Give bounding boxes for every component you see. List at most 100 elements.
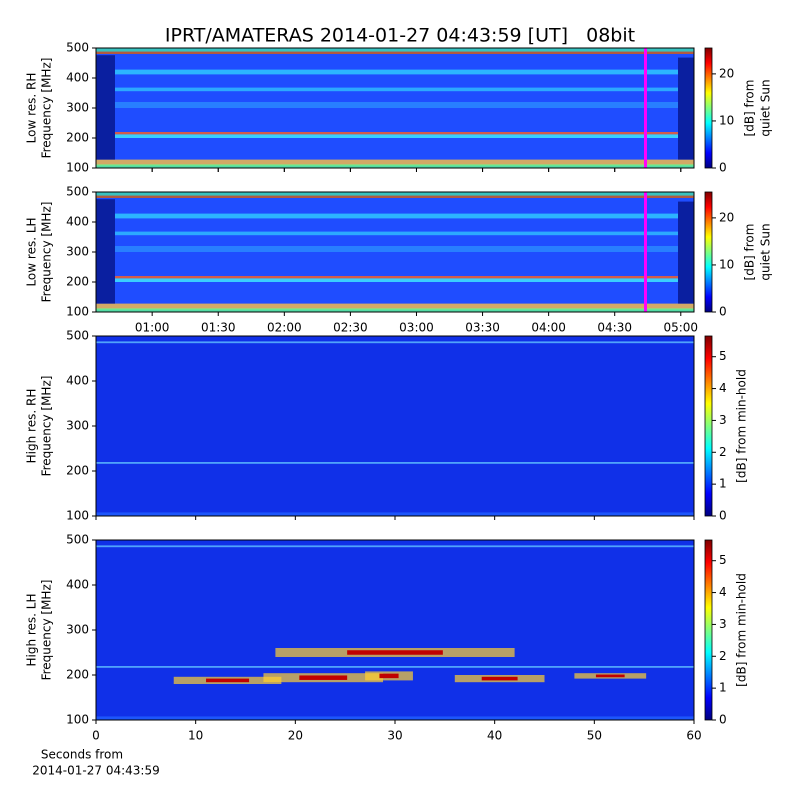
colorbar-tick-label: 1 (719, 681, 727, 695)
spectrogram-band (96, 545, 694, 548)
y-tick-label: 200 (66, 668, 89, 682)
colorbar-label: [dB] from min-hold (735, 369, 749, 483)
x-tick-label: 40 (487, 729, 502, 743)
x-tick-label: 04:30 (597, 321, 632, 335)
spectrogram-band (96, 164, 694, 168)
y-axis-label: High res. RH (25, 389, 39, 464)
colorbar-tick-label: 1 (719, 477, 727, 491)
spectrogram-band (96, 462, 694, 464)
spectrogram-band (96, 308, 694, 312)
burst-core (481, 676, 518, 681)
spectrogram-band (96, 195, 694, 198)
colorbar-tick-label: 4 (719, 585, 727, 599)
spectrogram-band (96, 102, 694, 108)
colorbar (704, 191, 713, 313)
colorbar-label: [dB] from min-hold (735, 573, 749, 687)
data-gap (678, 201, 694, 304)
colorbar-tick-label: 2 (719, 649, 727, 663)
y-tick-label: 500 (66, 185, 89, 199)
figure-title: IPRT/AMATERAS 2014-01-27 04:43:59 [UT] 0… (165, 25, 635, 47)
colorbar-tick-label: 10 (719, 257, 734, 271)
y-axis-label: Frequency [MHz] (40, 580, 54, 681)
y-tick-label: 200 (66, 275, 89, 289)
colorbar-label: quiet Sun (759, 79, 773, 136)
burst-core (299, 675, 348, 680)
spectrogram-band (96, 192, 694, 198)
colorbar-label: [dB] from (743, 80, 757, 137)
spectrogram-band (96, 48, 694, 54)
colorbar-tick-label: 0 (719, 509, 727, 523)
burst-core (206, 678, 250, 683)
y-tick-label: 200 (66, 464, 89, 478)
spectrogram-band (96, 231, 694, 236)
spectrogram-band (96, 341, 694, 344)
burst-core (347, 650, 443, 655)
colorbar (704, 335, 713, 517)
spectrogram-band (96, 69, 694, 75)
y-axis-label: Frequency [MHz] (40, 376, 54, 477)
y-tick-label: 300 (66, 623, 89, 637)
colorbar-label: quiet Sun (759, 223, 773, 280)
y-tick-label: 300 (66, 245, 89, 259)
colorbar-tick-label: 20 (719, 210, 734, 224)
colorbar-tick-label: 10 (719, 113, 734, 127)
y-axis-label: Low res. RH (25, 73, 39, 144)
y-tick-label: 100 (66, 305, 89, 319)
x-axis-label: Seconds from (41, 748, 123, 762)
colorbar-tick-label: 0 (719, 305, 727, 319)
data-gap (678, 57, 694, 160)
burst-core (379, 673, 399, 679)
y-tick-label: 400 (66, 578, 89, 592)
data-gap (96, 199, 115, 304)
y-tick-label: 400 (66, 71, 89, 85)
spectrogram-band (96, 213, 694, 219)
colorbar-tick-label: 0 (719, 713, 727, 727)
colorbar-tick-label: 5 (719, 349, 727, 363)
y-axis-label: Low res. LH (25, 217, 39, 286)
y-tick-label: 300 (66, 101, 89, 115)
x-tick-label: 20 (288, 729, 303, 743)
x-tick-label: 60 (686, 729, 701, 743)
colorbar-label: [dB] from (743, 224, 757, 281)
spectrogram-band (96, 716, 694, 720)
colorbar (704, 47, 713, 169)
y-tick-label: 400 (66, 215, 89, 229)
y-axis-label: High res. LH (25, 593, 39, 666)
x-tick-label: 03:30 (465, 321, 500, 335)
data-gap (96, 55, 115, 160)
x-tick-label: 02:30 (333, 321, 368, 335)
colorbar-tick-label: 0 (719, 161, 727, 175)
x-tick-label: 0 (92, 729, 100, 743)
x-tick-label: 05:00 (663, 321, 698, 335)
x-tick-label: 01:00 (135, 321, 170, 335)
y-tick-label: 400 (66, 374, 89, 388)
x-tick-label: 10 (188, 729, 203, 743)
y-tick-label: 300 (66, 419, 89, 433)
x-axis-label: 2014-01-27 04:43:59 (32, 764, 159, 778)
colorbar-tick-label: 4 (719, 381, 727, 395)
spectrogram-band (96, 159, 694, 166)
spectrogram-band (96, 87, 694, 92)
spectrogram-band (96, 666, 694, 668)
x-tick-label: 04:00 (531, 321, 566, 335)
colorbar-tick-label: 2 (719, 445, 727, 459)
y-axis-label: Frequency [MHz] (40, 202, 54, 303)
spectrogram-band (96, 512, 694, 516)
burst-core (595, 674, 625, 678)
x-tick-label: 03:00 (399, 321, 434, 335)
x-tick-label: 02:00 (267, 321, 302, 335)
x-tick-label: 50 (587, 729, 602, 743)
x-tick-label: 01:30 (201, 321, 236, 335)
spectrogram-band (96, 51, 694, 54)
y-tick-label: 100 (66, 161, 89, 175)
y-tick-label: 100 (66, 713, 89, 727)
spectrogram-band (96, 303, 694, 310)
spectrogram-band (96, 132, 694, 135)
y-tick-label: 500 (66, 329, 89, 343)
y-tick-label: 500 (66, 533, 89, 547)
y-tick-label: 500 (66, 41, 89, 55)
spectrogram-image (96, 336, 694, 516)
spectrogram-band (96, 278, 694, 282)
